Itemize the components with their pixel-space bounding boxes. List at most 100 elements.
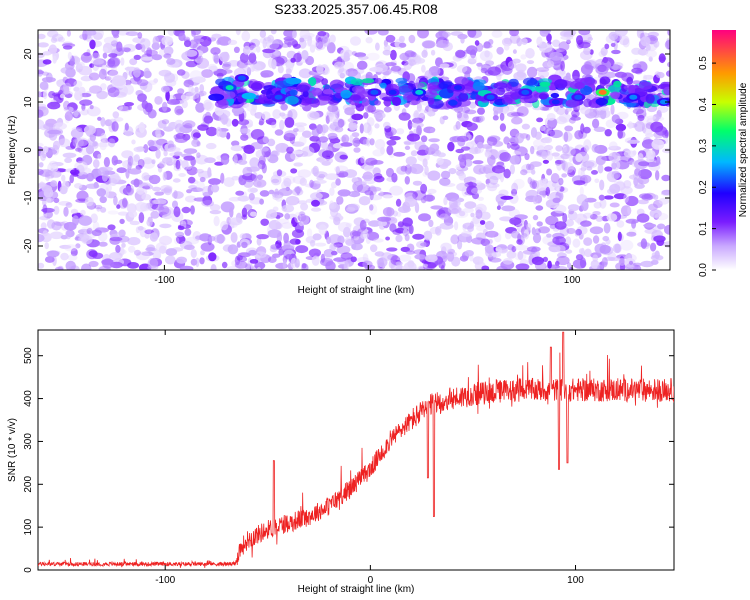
heatmap-cell: [301, 263, 307, 269]
heatmap-cell: [377, 30, 389, 36]
heatmap-cell: [666, 38, 670, 49]
heatmap-cell: [495, 246, 503, 255]
heatmap-cell: [142, 157, 153, 165]
heatmap-cell: [455, 49, 466, 59]
heatmap-cell: [352, 137, 361, 148]
heatmap-cell: [73, 80, 83, 89]
heatmap-cell: [80, 209, 86, 216]
heatmap-cell: [383, 121, 391, 129]
heatmap-cell: [38, 109, 44, 118]
heatmap-cell: [420, 135, 428, 143]
heatmap-cell: [175, 123, 184, 134]
heatmap-signal-cell: [510, 92, 522, 100]
heatmap-cell: [242, 152, 247, 161]
heatmap-cell: [242, 110, 247, 120]
heatmap-cell: [316, 64, 324, 74]
heatmap-cell: [180, 265, 194, 270]
heatmap-cell: [138, 212, 145, 224]
heatmap-cell: [390, 65, 402, 72]
heatmap-cell: [339, 72, 345, 79]
heatmap-signal-cell: [328, 100, 339, 106]
snr-y-tick-label: 100: [23, 518, 34, 535]
heatmap-cell: [213, 215, 220, 227]
heatmap-cell: [284, 117, 295, 128]
heatmap-cell: [330, 250, 338, 256]
heatmap-cell: [484, 220, 495, 230]
heatmap-cell: [86, 172, 95, 182]
heatmap-cell: [541, 151, 548, 160]
heatmap-cell: [539, 30, 549, 37]
heatmap-cell: [351, 231, 362, 237]
heatmap-cell: [248, 45, 257, 54]
heatmap-cell: [92, 140, 99, 149]
heatmap-cell: [278, 248, 284, 256]
heatmap-cell: [638, 169, 652, 180]
heatmap-cell: [144, 232, 150, 239]
heatmap-cell: [605, 35, 615, 44]
heatmap-cell: [107, 87, 120, 98]
heatmap-cell: [591, 143, 600, 153]
heatmap-cell: [153, 198, 167, 205]
heatmap-cell: [356, 60, 368, 70]
heatmap-cell: [404, 233, 410, 242]
heatmap-cell: [237, 159, 248, 165]
heatmap-cell: [555, 106, 566, 115]
heatmap-cell: [93, 159, 100, 169]
heatmap-cell: [188, 176, 196, 184]
heatmap-cell: [567, 204, 580, 212]
heatmap-cell: [239, 52, 249, 64]
heatmap-cell: [107, 210, 119, 215]
heatmap-cell: [408, 224, 414, 235]
heatmap-cell: [442, 115, 449, 121]
heatmap-cell: [662, 148, 670, 154]
heatmap-cell: [377, 216, 392, 222]
colorbar-ticks: 0.0 0.1 0.2 0.3 0.4 0.5: [698, 56, 716, 277]
heatmap-cell: [509, 164, 515, 175]
heatmap-cell: [202, 195, 213, 206]
heatmap-cell: [590, 259, 600, 269]
heatmap-cell: [323, 249, 334, 261]
heatmap-cell: [580, 106, 590, 115]
heatmap-cell: [413, 249, 426, 255]
heatmap-cell: [624, 253, 637, 263]
heatmap-cell: [458, 154, 466, 163]
heatmap-cell: [398, 35, 405, 43]
heatmap-cell: [530, 145, 535, 155]
heatmap-cell: [653, 235, 666, 243]
heatmap-cell: [350, 36, 361, 46]
heatmap-cell: [333, 242, 344, 248]
heatmap-cell: [112, 75, 126, 87]
heatmap-cell: [184, 49, 198, 57]
heatmap-cell: [440, 265, 445, 270]
heatmap-cell: [200, 250, 205, 256]
heatmap-cell: [64, 93, 73, 99]
heatmap-cell: [395, 198, 402, 207]
heatmap-cell: [386, 247, 398, 252]
heatmap-cell: [74, 183, 83, 189]
heatmap-cell: [188, 84, 194, 94]
heatmap-signal-cell: [374, 77, 383, 84]
heatmap-cell: [235, 30, 241, 36]
heatmap-cell: [190, 187, 204, 192]
heatmap-signal-cell: [550, 92, 560, 99]
heatmap-cell: [62, 45, 73, 50]
colorbar-label: Normalized spectral amplitude: [738, 82, 749, 217]
heatmap-signal-cell: [574, 82, 585, 89]
heatmap-cell: [410, 122, 424, 128]
heatmap-cell: [321, 150, 334, 160]
heatmap-cell: [418, 213, 431, 222]
heatmap-signal-cell: [645, 93, 655, 104]
heatmap-y-tick-label: -20: [23, 238, 34, 253]
heatmap-cell: [311, 127, 320, 137]
heatmap-cell: [137, 32, 143, 39]
heatmap-cell: [236, 254, 243, 261]
heatmap-cell: [127, 262, 140, 269]
heatmap-cell: [517, 251, 524, 260]
heatmap-cell: [102, 173, 108, 182]
heatmap-cell: [329, 121, 342, 131]
heatmap-signal-cell: [266, 89, 273, 100]
heatmap-cell: [573, 180, 586, 186]
heatmap-cell: [516, 69, 526, 78]
heatmap-cell: [476, 62, 483, 67]
heatmap-cell: [555, 182, 561, 192]
